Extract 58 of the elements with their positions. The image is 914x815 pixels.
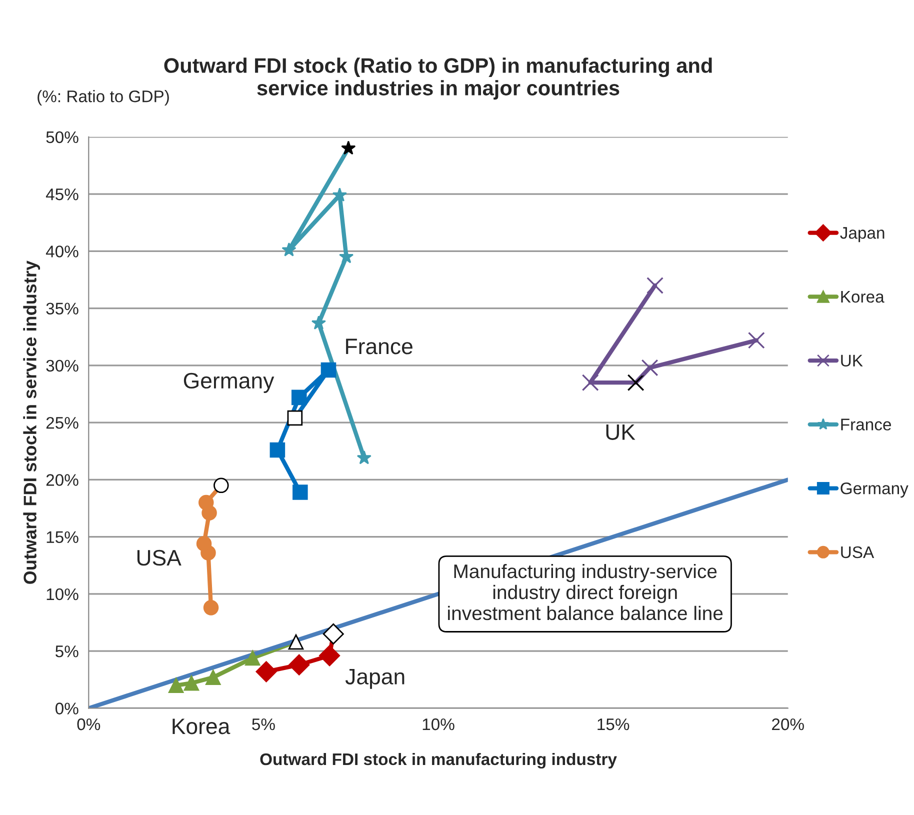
annotation: USA [137, 550, 182, 566]
legend-label: Germany [840, 482, 908, 498]
point [291, 390, 307, 406]
point [168, 678, 184, 694]
x-tick-label: 5% [252, 718, 275, 730]
y-tick-label: 50% [46, 131, 78, 144]
point [198, 494, 214, 510]
point [341, 140, 356, 155]
point [332, 188, 347, 202]
point [319, 645, 340, 666]
point [203, 600, 219, 616]
annotation: France [346, 338, 412, 354]
point [646, 276, 664, 294]
text: Korea [172, 718, 230, 734]
point [184, 675, 200, 691]
point [205, 670, 221, 686]
legend-label: UK [841, 354, 863, 367]
y-axis-title: Outward FDI stock in service industry [23, 260, 40, 584]
point [320, 362, 336, 378]
y-tick-label: 10% [46, 588, 78, 600]
point [748, 332, 765, 349]
y-tick-label: 45% [46, 188, 78, 200]
x-tick-label: 10% [422, 718, 454, 730]
point [196, 536, 212, 552]
y-tick-label: 30% [46, 360, 78, 372]
point [582, 374, 599, 392]
point [627, 374, 644, 392]
legend-label: France [841, 418, 891, 430]
legend-label: USA [841, 546, 874, 558]
point [270, 442, 286, 458]
point [356, 450, 372, 464]
point [292, 484, 308, 500]
annotation: Japan [345, 668, 404, 689]
x-tick-label: 0% [77, 718, 100, 730]
y-tick-label: 25% [46, 416, 78, 429]
point [322, 623, 344, 644]
point [282, 242, 296, 256]
y-tick-label: 15% [46, 531, 78, 544]
annotation: UK [606, 424, 636, 440]
x-axis-title: Outward FDI stock in manufacturing industry [260, 752, 617, 769]
point [214, 478, 229, 494]
y-tick-label: 20% [46, 474, 78, 486]
y-tick-label: 5% [56, 646, 78, 658]
x-tick-label: 15% [598, 718, 630, 730]
point [641, 359, 658, 376]
point [256, 661, 277, 682]
y-tick-label: 0% [56, 702, 78, 714]
point [288, 654, 310, 676]
y-tick-label: 40% [46, 246, 78, 258]
legend-label: Korea [841, 291, 884, 303]
x-tick-label: 20% [772, 718, 804, 730]
annotation: Manufacturing industry-service industry direct foreign investment balance balance line [448, 564, 723, 620]
annotation: Germany [184, 372, 274, 393]
point [287, 410, 303, 426]
point [311, 316, 326, 330]
y-tick-label: 35% [46, 302, 78, 315]
point [244, 650, 260, 666]
legend-label: Japan [840, 227, 884, 242]
